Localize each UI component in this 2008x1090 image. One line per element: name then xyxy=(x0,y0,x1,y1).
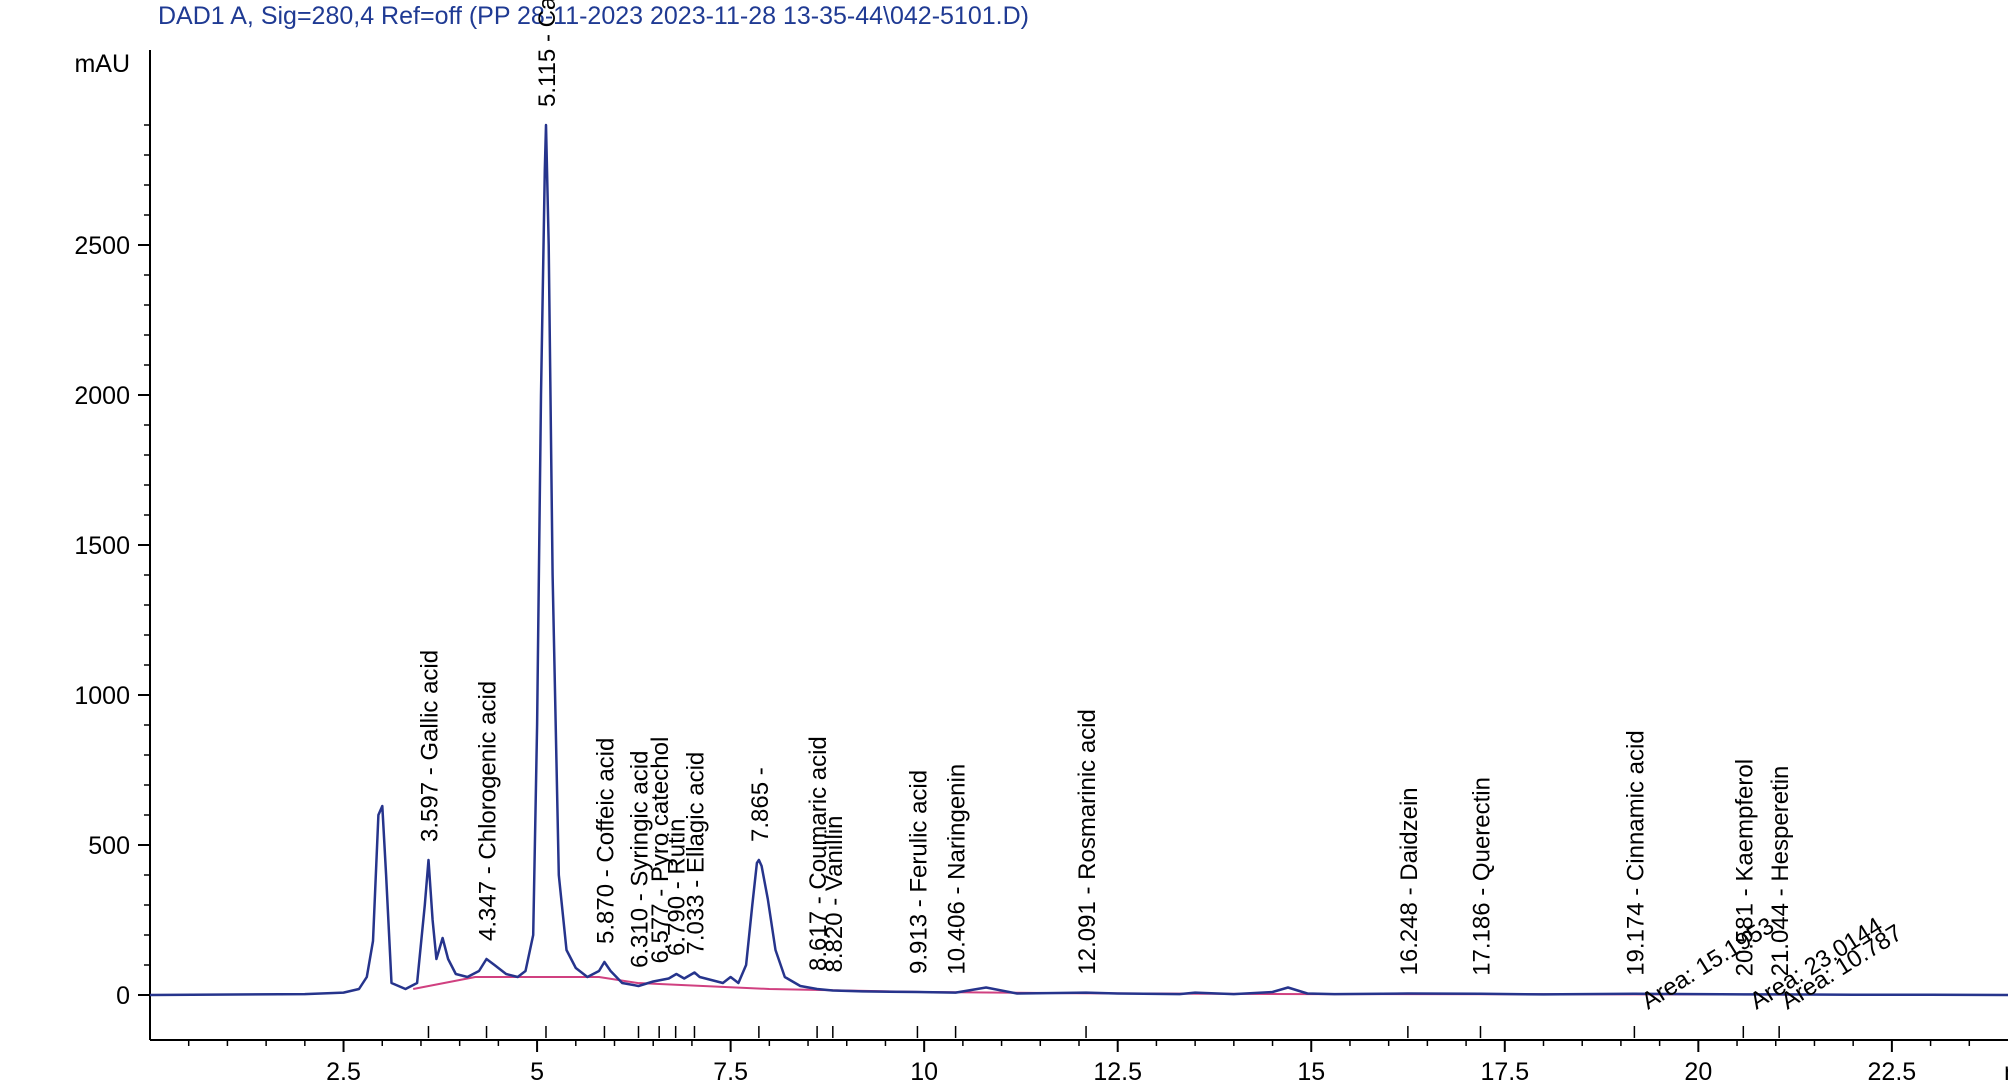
peak-label: 6.577 - Pyro catechol xyxy=(647,737,674,964)
peak-label: 6.790 - Rutin xyxy=(664,819,691,956)
peak-label-layer: 3.597 - Gallic acid 4.347 - Chlorogenic a… xyxy=(417,0,1794,1038)
peak-label: 16.248 - Daidzein xyxy=(1396,787,1423,975)
y-tick-label: 1500 xyxy=(74,532,130,560)
peak-label: 8.617 - Coumaric acid xyxy=(805,736,832,971)
x-tick-label: 10 xyxy=(910,1058,938,1086)
peak-label: 4.347 - Chlorogenic acid xyxy=(475,681,502,941)
peak-label: 8.820 - Vanillin xyxy=(821,816,848,973)
peak-label: 5.115 - Catechin xyxy=(534,0,561,107)
y-tick-label: 1000 xyxy=(74,682,130,710)
peak-label: 19.174 - Cinnamic acid xyxy=(1622,730,1649,975)
peak-label: 12.091 - Rosmarinic acid xyxy=(1074,709,1101,974)
peak-label: 21.044 - Hesperetin xyxy=(1767,766,1794,977)
peak-label: 10.406 - Naringenin xyxy=(944,764,971,975)
x-tick-label: 22.5 xyxy=(1868,1058,1917,1086)
peak-label: 7.033 - Ellagic acid xyxy=(683,752,710,955)
x-tick-label: 20 xyxy=(1684,1058,1712,1086)
peak-label: 17.186 - Querectin xyxy=(1469,777,1496,976)
peak-label: 7.865 - xyxy=(747,767,774,842)
x-axis-label: min xyxy=(2004,1058,2008,1086)
signal-trace xyxy=(149,123,2008,997)
trace-layer xyxy=(149,123,2008,997)
peak-label: 9.913 - Ferulic acid xyxy=(905,770,932,974)
x-tick-label: 15 xyxy=(1297,1058,1325,1086)
x-tick-label: 5 xyxy=(530,1058,544,1086)
y-tick-label: 2500 xyxy=(74,232,130,260)
y-tick-label: 0 xyxy=(116,982,130,1010)
peak-label: 6.310 - Syringic acid xyxy=(627,751,654,968)
peak-label: 5.870 - Coffeic acid xyxy=(592,738,619,944)
y-tick-label: 500 xyxy=(88,832,130,860)
x-tick-label: 2.5 xyxy=(326,1058,361,1086)
y-axis-label: mAU xyxy=(74,50,130,78)
x-tick-label: 7.5 xyxy=(713,1058,748,1086)
axes: 0 500 1000 1500 2000 2500 mAU 2.5 5 7.5 10 12.5 15 17… xyxy=(74,50,2008,1086)
x-tick-label: 17.5 xyxy=(1480,1058,1529,1086)
x-tick-label: 12.5 xyxy=(1093,1058,1142,1086)
peak-label: 3.597 - Gallic acid xyxy=(417,650,444,842)
chart-title: DAD1 A, Sig=280,4 Ref=off (PP 28-11-2023… xyxy=(158,2,1029,30)
y-tick-label: 2000 xyxy=(74,382,130,410)
peak-label: 20.581 - Kaempferol xyxy=(1731,759,1758,976)
